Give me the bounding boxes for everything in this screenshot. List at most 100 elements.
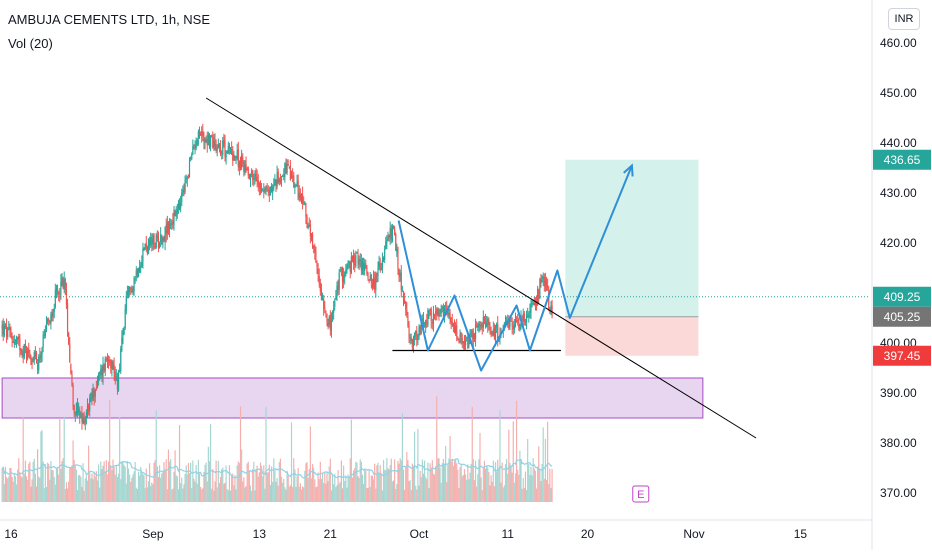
- earnings-marker[interactable]: [632, 485, 650, 503]
- candle-body[interactable]: [542, 276, 544, 279]
- candle-body[interactable]: [257, 180, 259, 185]
- candle-body[interactable]: [203, 136, 205, 142]
- candle-body[interactable]: [293, 175, 295, 187]
- candle-body[interactable]: [5, 325, 8, 336]
- candle-body[interactable]: [279, 181, 282, 183]
- candle-body[interactable]: [304, 201, 306, 205]
- candle-body[interactable]: [472, 333, 474, 340]
- candle-body[interactable]: [362, 262, 365, 270]
- candle-body[interactable]: [247, 167, 249, 176]
- candle-body[interactable]: [182, 189, 184, 193]
- candle-body[interactable]: [467, 336, 469, 349]
- candle-body[interactable]: [449, 313, 451, 318]
- candle-body[interactable]: [530, 302, 532, 312]
- candle-body[interactable]: [337, 286, 339, 290]
- candle-body[interactable]: [367, 273, 369, 279]
- candle-body[interactable]: [227, 145, 229, 153]
- candle-body[interactable]: [405, 301, 407, 310]
- candle-body[interactable]: [147, 238, 150, 254]
- candle-body[interactable]: [187, 176, 189, 179]
- candle-body[interactable]: [174, 210, 176, 217]
- candle-body[interactable]: [442, 307, 445, 317]
- demand-zone-rectangle[interactable]: [1, 377, 704, 419]
- candle-body[interactable]: [157, 237, 160, 248]
- candle-body[interactable]: [518, 318, 520, 328]
- candle-body[interactable]: [368, 279, 370, 282]
- candle-body[interactable]: [417, 337, 419, 339]
- candle-body[interactable]: [216, 148, 218, 151]
- candle-body[interactable]: [401, 290, 403, 292]
- candle-body[interactable]: [349, 261, 351, 272]
- candle-body[interactable]: [521, 318, 523, 320]
- candle-body[interactable]: [503, 323, 505, 327]
- candle-body[interactable]: [415, 330, 417, 335]
- candle-body[interactable]: [514, 319, 517, 325]
- candle-body[interactable]: [39, 355, 41, 358]
- candle-body[interactable]: [218, 143, 221, 149]
- candle-body[interactable]: [46, 319, 49, 323]
- candle-body[interactable]: [165, 224, 167, 235]
- candle-body[interactable]: [331, 314, 334, 319]
- candle-body[interactable]: [303, 203, 305, 205]
- candle-body[interactable]: [388, 235, 390, 238]
- candle-body[interactable]: [412, 338, 415, 347]
- candle-body[interactable]: [238, 161, 241, 168]
- candle-body[interactable]: [535, 301, 538, 307]
- candle-body[interactable]: [231, 148, 233, 155]
- candle-body[interactable]: [486, 323, 488, 327]
- candle-body[interactable]: [124, 309, 126, 328]
- candle-body[interactable]: [162, 238, 164, 244]
- candle-body[interactable]: [466, 337, 468, 339]
- candle-body[interactable]: [99, 372, 101, 375]
- candle-body[interactable]: [23, 344, 25, 358]
- candle-body[interactable]: [195, 144, 197, 148]
- candle-body[interactable]: [539, 279, 541, 299]
- candle-body[interactable]: [75, 403, 78, 414]
- candle-body[interactable]: [27, 350, 29, 359]
- candle-body[interactable]: [163, 239, 165, 242]
- candle-body[interactable]: [327, 322, 329, 327]
- candle-body[interactable]: [366, 267, 368, 274]
- candle-body[interactable]: [436, 308, 438, 315]
- candle-body[interactable]: [130, 287, 132, 289]
- candle-body[interactable]: [523, 313, 525, 322]
- candle-body[interactable]: [150, 237, 152, 246]
- candle-body[interactable]: [56, 288, 59, 291]
- candle-body[interactable]: [22, 351, 24, 357]
- candle-body[interactable]: [413, 332, 416, 338]
- candle-body[interactable]: [391, 225, 394, 241]
- candle-body[interactable]: [311, 234, 314, 248]
- candle-body[interactable]: [353, 254, 355, 263]
- candle-body[interactable]: [282, 175, 284, 177]
- candle-body[interactable]: [277, 171, 279, 184]
- candle-body[interactable]: [18, 336, 20, 340]
- candle-body[interactable]: [537, 288, 539, 305]
- candle-body[interactable]: [266, 187, 268, 189]
- candle-body[interactable]: [185, 178, 187, 180]
- candle-body[interactable]: [425, 320, 427, 327]
- candle-body[interactable]: [287, 164, 289, 166]
- candle-body[interactable]: [360, 259, 362, 271]
- candle-body[interactable]: [481, 323, 483, 328]
- candle-body[interactable]: [228, 144, 231, 148]
- candle-body[interactable]: [9, 327, 11, 331]
- candle-body[interactable]: [421, 319, 423, 321]
- candle-body[interactable]: [384, 249, 386, 260]
- candle-body[interactable]: [60, 281, 62, 295]
- candle-body[interactable]: [534, 301, 537, 305]
- candle-body[interactable]: [17, 336, 19, 340]
- candle-body[interactable]: [178, 201, 181, 211]
- candle-body[interactable]: [41, 348, 43, 355]
- candle-body[interactable]: [92, 388, 94, 401]
- candle-body[interactable]: [529, 310, 531, 314]
- candle-body[interactable]: [369, 276, 371, 281]
- candle-body[interactable]: [166, 222, 168, 234]
- candle-body[interactable]: [61, 278, 63, 283]
- candle-body[interactable]: [295, 184, 297, 186]
- candle-body[interactable]: [433, 314, 436, 316]
- candle-body[interactable]: [379, 262, 381, 270]
- candle-body[interactable]: [541, 279, 543, 283]
- candle-body[interactable]: [76, 403, 79, 414]
- candle-body[interactable]: [120, 348, 122, 371]
- candle-body[interactable]: [462, 341, 464, 343]
